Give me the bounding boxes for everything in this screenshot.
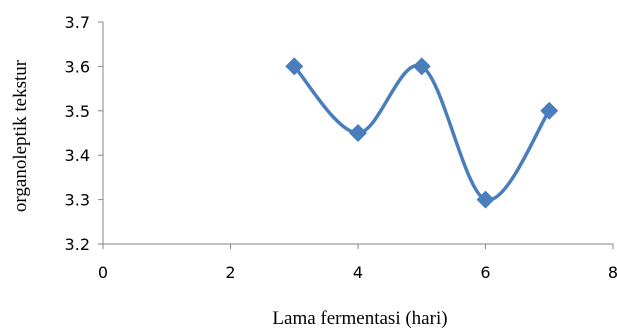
x-tick-label: 8	[608, 263, 617, 282]
y-tick-label: 3.4	[65, 146, 90, 165]
y-tick-label: 3.3	[65, 191, 90, 210]
y-axis-ticks: 3.2 3.3 3.4 3.5 3.6 3.7	[65, 13, 103, 254]
y-axis-title: organoleptik tekstur	[10, 59, 31, 212]
y-tick-label: 3.5	[65, 102, 90, 121]
data-point-marker	[349, 124, 367, 142]
x-axis-ticks: 0 2 4 6 8	[98, 244, 617, 282]
data-point-marker	[540, 101, 559, 120]
x-tick-label: 2	[225, 263, 235, 282]
y-tick-label: 3.2	[65, 235, 90, 254]
data-point-marker	[412, 57, 431, 76]
x-axis-title: Lama fermentasi (hari)	[272, 308, 447, 329]
y-tick-label: 3.6	[65, 57, 90, 76]
x-tick-label: 6	[480, 263, 490, 282]
series-group	[285, 57, 559, 209]
data-point-marker	[476, 190, 495, 209]
x-tick-label: 0	[98, 263, 108, 282]
series-line	[292, 63, 551, 202]
y-tick-label: 3.7	[65, 13, 90, 32]
data-point-marker	[285, 57, 304, 76]
x-tick-label: 4	[353, 263, 363, 282]
